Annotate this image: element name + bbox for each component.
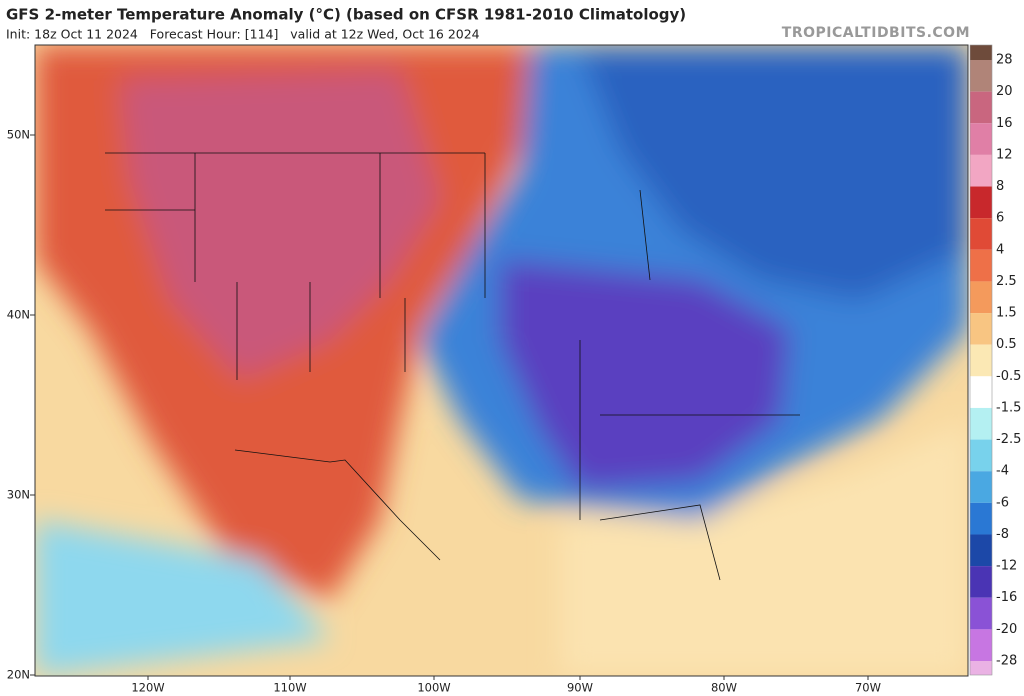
colorbar-label: -28 bbox=[996, 654, 1017, 669]
colorbar-box bbox=[970, 629, 992, 661]
colorbar-label: 12 bbox=[996, 147, 1013, 162]
colorbar-label: 2.5 bbox=[996, 274, 1017, 289]
colorbar-box bbox=[970, 218, 992, 250]
colorbar-box bbox=[970, 566, 992, 598]
colorbar-label: 6 bbox=[996, 211, 1004, 226]
colorbar-box bbox=[970, 376, 992, 408]
colorbar-box bbox=[970, 123, 992, 155]
title: GFS 2-meter Temperature Anomaly (°C) (ba… bbox=[6, 6, 686, 24]
colorbar-label: -2.5 bbox=[996, 432, 1021, 447]
colorbar-box bbox=[970, 597, 992, 630]
lon-label: 80W bbox=[711, 681, 737, 695]
lon-label: 70W bbox=[855, 681, 881, 695]
colorbar-label: -4 bbox=[996, 464, 1009, 479]
colorbar-label: -8 bbox=[996, 527, 1009, 542]
map-frame bbox=[34, 44, 969, 677]
colorbar-box bbox=[970, 91, 992, 124]
colorbar-label: 1.5 bbox=[996, 306, 1017, 321]
colorbar-label: 16 bbox=[996, 116, 1013, 131]
colorbar-label: 28 bbox=[996, 53, 1013, 68]
colorbar-label: 20 bbox=[996, 84, 1013, 99]
colorbar-box bbox=[970, 344, 992, 377]
colorbar-label: -0.5 bbox=[996, 369, 1021, 384]
lat-label: 40N bbox=[7, 308, 30, 322]
colorbar-box bbox=[970, 502, 992, 535]
lat-label: 30N bbox=[7, 488, 30, 502]
lon-label: 120W bbox=[131, 681, 164, 695]
colorbar-box bbox=[970, 154, 992, 187]
lat-label: 50N bbox=[7, 128, 30, 142]
colorbar-box bbox=[970, 186, 992, 219]
colorbar-box bbox=[970, 439, 992, 472]
lon-label: 100W bbox=[417, 681, 450, 695]
source: TROPICALTIDBITS.COM bbox=[782, 25, 970, 41]
colorbar-label: 0.5 bbox=[996, 337, 1017, 352]
colorbar-box bbox=[970, 313, 992, 345]
colorbar-box bbox=[970, 471, 992, 503]
colorbar-label: 8 bbox=[996, 179, 1004, 194]
colorbar-box bbox=[970, 281, 992, 314]
colorbar-label: -12 bbox=[996, 559, 1017, 574]
colorbar-label: -6 bbox=[996, 495, 1009, 510]
colorbar-box bbox=[970, 661, 992, 675]
colorbar-label: 4 bbox=[996, 242, 1004, 257]
subtitle: Init: 18z Oct 11 2024 Forecast Hour: [11… bbox=[6, 27, 480, 42]
colorbar-box bbox=[970, 534, 992, 567]
lat-label: 20N bbox=[7, 668, 30, 682]
colorbar-label: -16 bbox=[996, 590, 1017, 605]
colorbar-label: -20 bbox=[996, 622, 1017, 637]
lon-label: 90W bbox=[567, 681, 593, 695]
map bbox=[35, 45, 968, 676]
colorbar-box bbox=[970, 407, 992, 440]
lon-label: 110W bbox=[273, 681, 306, 695]
colorbar-box bbox=[970, 60, 992, 92]
colorbar-box bbox=[970, 249, 992, 282]
colorbar-frame bbox=[969, 44, 993, 676]
colorbar-label: -1.5 bbox=[996, 400, 1021, 415]
colorbar-box bbox=[970, 45, 992, 60]
